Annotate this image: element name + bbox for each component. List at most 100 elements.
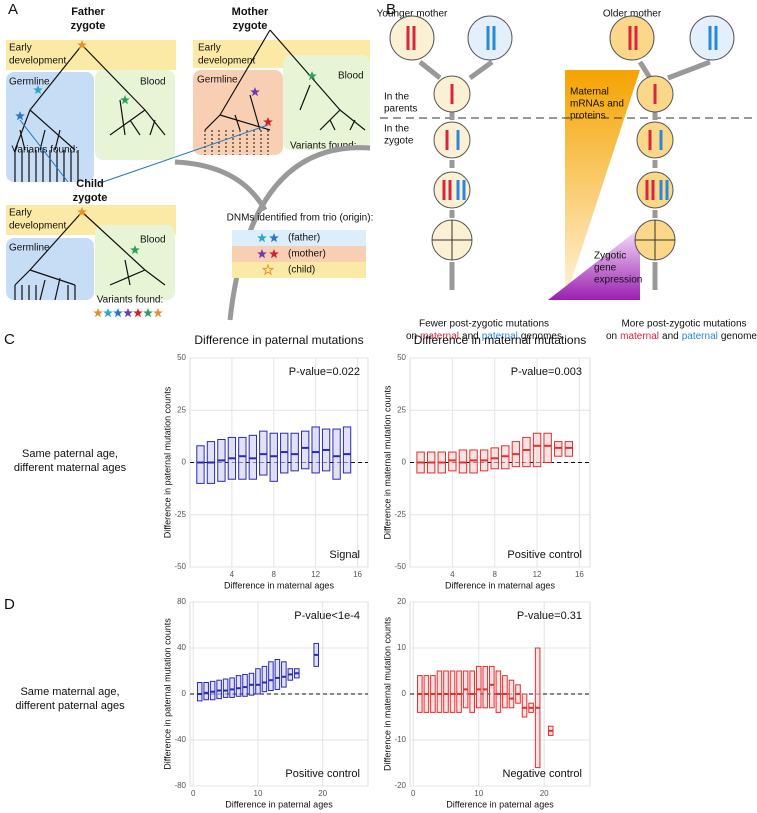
row-label: Same maternal age, — [20, 686, 119, 698]
maternal-gradient — [565, 70, 640, 300]
box — [532, 432, 542, 468]
box — [449, 670, 456, 713]
panel-label: D — [4, 596, 15, 613]
label: on — [406, 331, 417, 342]
y-tick-label: -50 — [174, 562, 186, 571]
box — [274, 659, 281, 690]
box — [501, 445, 510, 470]
label: parents — [384, 104, 417, 115]
box — [268, 661, 274, 692]
box — [229, 677, 235, 698]
label: Blood — [140, 235, 166, 246]
y-tick-label: 10 — [397, 643, 406, 652]
annotation: P-value=0.022 — [289, 366, 360, 378]
x-tick-label: 8 — [272, 570, 277, 579]
label: zygote — [73, 192, 108, 204]
x-tick-label: 4 — [450, 570, 455, 579]
box — [196, 682, 203, 702]
label: zygote — [233, 20, 268, 32]
note: Negative control — [503, 768, 583, 780]
label: paternal — [682, 331, 718, 342]
x-axis-label: Difference in maternal ages — [224, 580, 334, 590]
annotation: P-value=0.003 — [511, 366, 582, 378]
label: Germline — [9, 243, 50, 254]
label: Early — [9, 208, 32, 219]
label: on — [606, 331, 617, 342]
row-label: Same paternal age, — [22, 448, 118, 460]
box — [301, 430, 310, 470]
note: Positive control — [285, 768, 360, 780]
region — [193, 70, 283, 155]
germ-cells — [14, 150, 79, 182]
label: Zygotic — [594, 251, 626, 262]
y-tick-label: -40 — [174, 735, 186, 744]
box — [508, 679, 515, 709]
x-tick-label: 12 — [311, 570, 320, 579]
box — [436, 670, 443, 713]
label: zygote — [71, 20, 106, 32]
box — [235, 675, 242, 697]
box — [342, 426, 352, 474]
y-tick-label: -10 — [394, 735, 406, 744]
box — [255, 668, 261, 695]
label: Older mother — [603, 9, 662, 20]
box — [458, 449, 468, 474]
label: DNMs identified from trio (origin): — [227, 213, 374, 224]
variant-stars — [93, 308, 163, 318]
arrows — [418, 59, 711, 290]
panel-label: B — [386, 1, 396, 18]
box — [554, 441, 563, 457]
label: Younger mother — [377, 9, 448, 20]
cells — [389, 15, 735, 261]
x-axis-label: Difference in paternal ages — [446, 799, 554, 809]
box — [248, 434, 257, 480]
box — [290, 432, 299, 472]
region — [95, 70, 175, 160]
y-tick-label: -50 — [394, 562, 406, 571]
zygotic-gradient — [548, 228, 640, 300]
label: genomes — [521, 331, 562, 342]
label: maternal — [620, 331, 659, 342]
x-tick-label: 20 — [318, 789, 327, 798]
box — [469, 449, 478, 474]
label: In the — [384, 124, 409, 135]
y-tick-label: 40 — [177, 643, 186, 652]
x-axis-label: Difference in paternal ages — [225, 799, 333, 809]
label: (father) — [288, 233, 320, 244]
row-label: different maternal ages — [14, 462, 127, 474]
inheritance-arrow — [19, 119, 269, 184]
box — [495, 670, 502, 713]
x-tick-label: 20 — [540, 789, 549, 798]
box — [522, 436, 531, 468]
y-axis-label: Difference in paternal mutation counts — [162, 386, 172, 538]
label: Early — [9, 43, 32, 54]
lineage-tree — [204, 29, 366, 131]
legend-row — [232, 246, 366, 262]
region — [95, 225, 175, 300]
box — [242, 673, 248, 697]
y-tick-label: 25 — [177, 405, 186, 414]
y-tick-label: -20 — [394, 781, 406, 790]
label: Father — [71, 6, 105, 18]
annotation: P-value<1e-4 — [294, 610, 360, 622]
label: expression — [594, 275, 642, 286]
label: Germline — [9, 77, 50, 88]
box — [482, 665, 489, 709]
label: proteins — [570, 111, 606, 122]
box — [196, 445, 205, 484]
chart-title: Difference in maternal mutations — [414, 333, 587, 347]
label: In the — [384, 92, 409, 103]
x-tick-label: 0 — [411, 789, 416, 798]
box — [443, 670, 449, 713]
label: More post-zygotic mutations — [621, 319, 746, 330]
label: Variants found: — [290, 141, 357, 152]
y-tick-label: 80 — [177, 597, 186, 606]
y-tick-label: -80 — [174, 781, 186, 790]
label: paternal — [482, 331, 518, 342]
label: mRNAs and — [570, 99, 624, 110]
box — [222, 678, 229, 698]
y-tick-label: -25 — [394, 510, 406, 519]
label: and — [662, 331, 679, 342]
